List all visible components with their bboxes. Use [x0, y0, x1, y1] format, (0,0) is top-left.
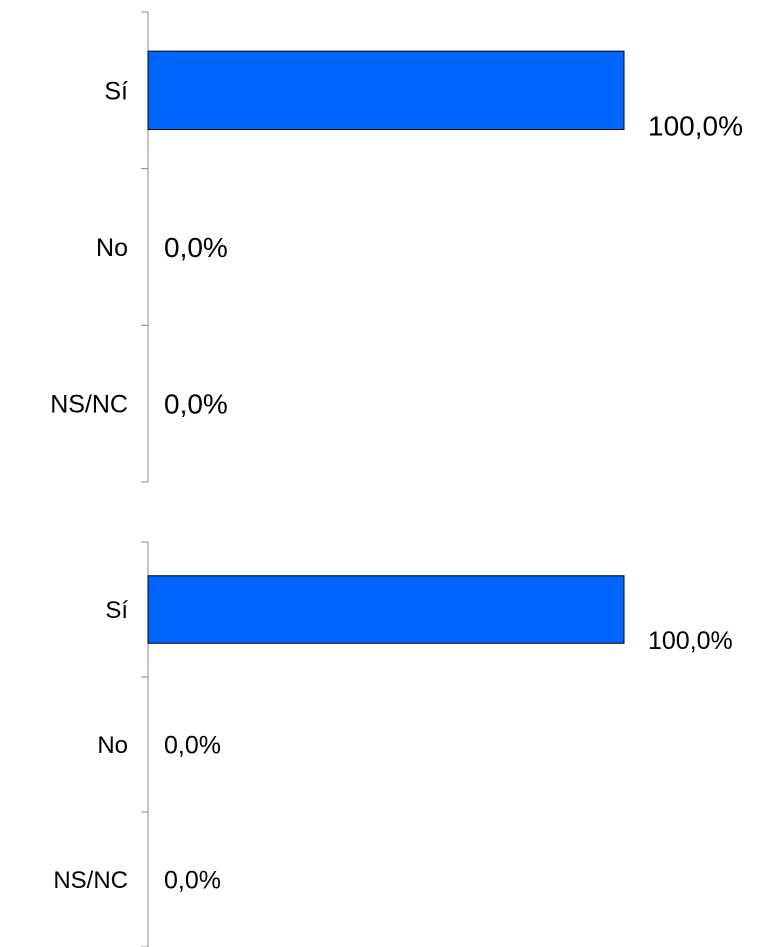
chart-2-category-label: Sí: [105, 597, 128, 624]
chart-1-category-label: NS/NC: [50, 391, 128, 419]
chart-2-bar-0: [147, 575, 625, 644]
chart-1-bar-0: [147, 50, 625, 131]
chart-1-value-label: 0,0%: [164, 232, 228, 263]
chart-1-category-label: Sí: [104, 77, 128, 105]
chart-2-value-label: 100,0%: [648, 627, 733, 655]
chart-2-value-label: 0,0%: [164, 867, 221, 895]
chart-1-value-label: 0,0%: [164, 389, 228, 420]
chart-2-value-label: 0,0%: [164, 732, 221, 760]
chart-1-category-label: No: [96, 234, 128, 262]
chart-1-value-label: 100,0%: [648, 111, 743, 142]
chart-2-category-label: NS/NC: [53, 867, 128, 894]
chart-2-category-label: No: [97, 732, 128, 759]
